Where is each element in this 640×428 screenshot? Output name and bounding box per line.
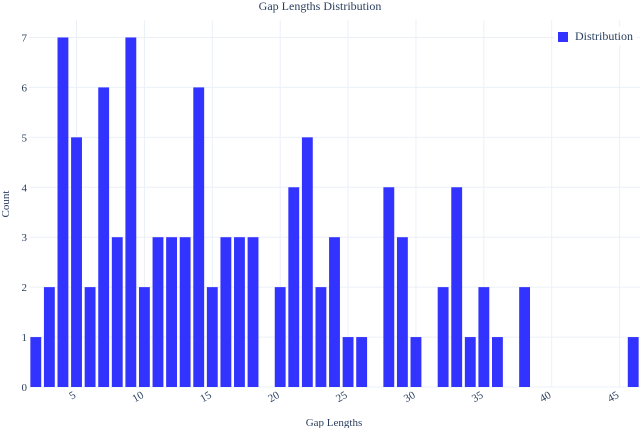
x-tick-label: 35 xyxy=(470,389,486,405)
bar[interactable] xyxy=(30,337,42,387)
bar[interactable] xyxy=(627,337,639,387)
bar[interactable] xyxy=(315,287,327,387)
x-tick-labels: 5 10 15 20 25 30 35 40 45 xyxy=(67,389,621,405)
bar[interactable] xyxy=(437,287,449,387)
x-tick-label: 5 xyxy=(67,389,78,402)
bar[interactable] xyxy=(342,337,354,387)
y-tick-label: 4 xyxy=(22,182,28,194)
bar[interactable] xyxy=(179,237,191,387)
y-tick-label: 6 xyxy=(22,82,28,94)
bar[interactable] xyxy=(451,187,463,387)
y-tick-label: 7 xyxy=(22,32,28,44)
bar[interactable] xyxy=(519,287,531,387)
x-tick-label: 40 xyxy=(538,389,554,405)
x-tick-label: 30 xyxy=(402,389,418,405)
x-tick-label: 45 xyxy=(606,389,622,405)
bar[interactable] xyxy=(396,237,408,387)
legend-label: Distribution xyxy=(574,29,633,43)
y-axis-label: Count xyxy=(0,191,12,218)
bar[interactable] xyxy=(71,137,82,387)
bar[interactable] xyxy=(111,237,123,387)
bar[interactable] xyxy=(125,37,137,387)
bar[interactable] xyxy=(247,237,259,387)
bar[interactable] xyxy=(329,237,340,387)
bar[interactable] xyxy=(478,287,490,387)
bar[interactable] xyxy=(301,137,313,387)
y-tick-label: 5 xyxy=(22,132,28,144)
bar[interactable] xyxy=(57,37,69,387)
y-tick-label: 2 xyxy=(22,282,28,294)
bar[interactable] xyxy=(138,287,150,387)
bar[interactable] xyxy=(152,237,164,387)
y-tick-label: 3 xyxy=(22,232,28,244)
y-tick-label: 0 xyxy=(22,382,28,394)
bar[interactable] xyxy=(383,187,395,387)
legend-swatch xyxy=(557,31,568,42)
bar[interactable] xyxy=(43,287,55,387)
y-tick-labels: 0 1 2 3 4 5 6 7 xyxy=(22,32,28,394)
bar[interactable] xyxy=(410,337,422,387)
bar[interactable] xyxy=(234,237,245,387)
bar[interactable] xyxy=(464,337,476,387)
y-tick-label: 1 xyxy=(22,332,28,344)
legend[interactable]: Distribution xyxy=(553,27,637,46)
bar[interactable] xyxy=(206,287,218,387)
bar[interactable] xyxy=(193,87,205,387)
x-tick-label: 25 xyxy=(334,389,350,405)
bar[interactable] xyxy=(98,87,110,387)
bar[interactable] xyxy=(274,287,286,387)
bar[interactable] xyxy=(492,337,503,387)
x-tick-label: 20 xyxy=(266,389,282,405)
bar[interactable] xyxy=(220,237,232,387)
bar[interactable] xyxy=(288,187,300,387)
x-axis-label: Gap Lengths xyxy=(306,417,363,428)
bars xyxy=(30,37,639,387)
bar[interactable] xyxy=(84,287,96,387)
bar[interactable] xyxy=(166,237,177,387)
bar[interactable] xyxy=(356,337,368,387)
x-tick-label: 15 xyxy=(198,389,214,405)
chart-title: Gap Lengths Distribution xyxy=(259,0,382,13)
x-tick-label: 10 xyxy=(130,389,146,405)
